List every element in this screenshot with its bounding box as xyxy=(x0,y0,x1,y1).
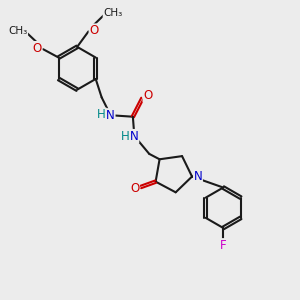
Text: O: O xyxy=(33,42,42,55)
Text: O: O xyxy=(130,182,140,195)
Text: N: N xyxy=(194,170,202,183)
Text: O: O xyxy=(89,24,98,37)
Text: H: H xyxy=(121,130,130,143)
Text: H: H xyxy=(97,108,106,121)
Text: O: O xyxy=(143,89,152,102)
Text: N: N xyxy=(130,130,139,142)
Text: N: N xyxy=(106,109,115,122)
Text: F: F xyxy=(220,239,226,252)
Text: CH₃: CH₃ xyxy=(8,26,28,36)
Text: CH₃: CH₃ xyxy=(103,8,122,18)
